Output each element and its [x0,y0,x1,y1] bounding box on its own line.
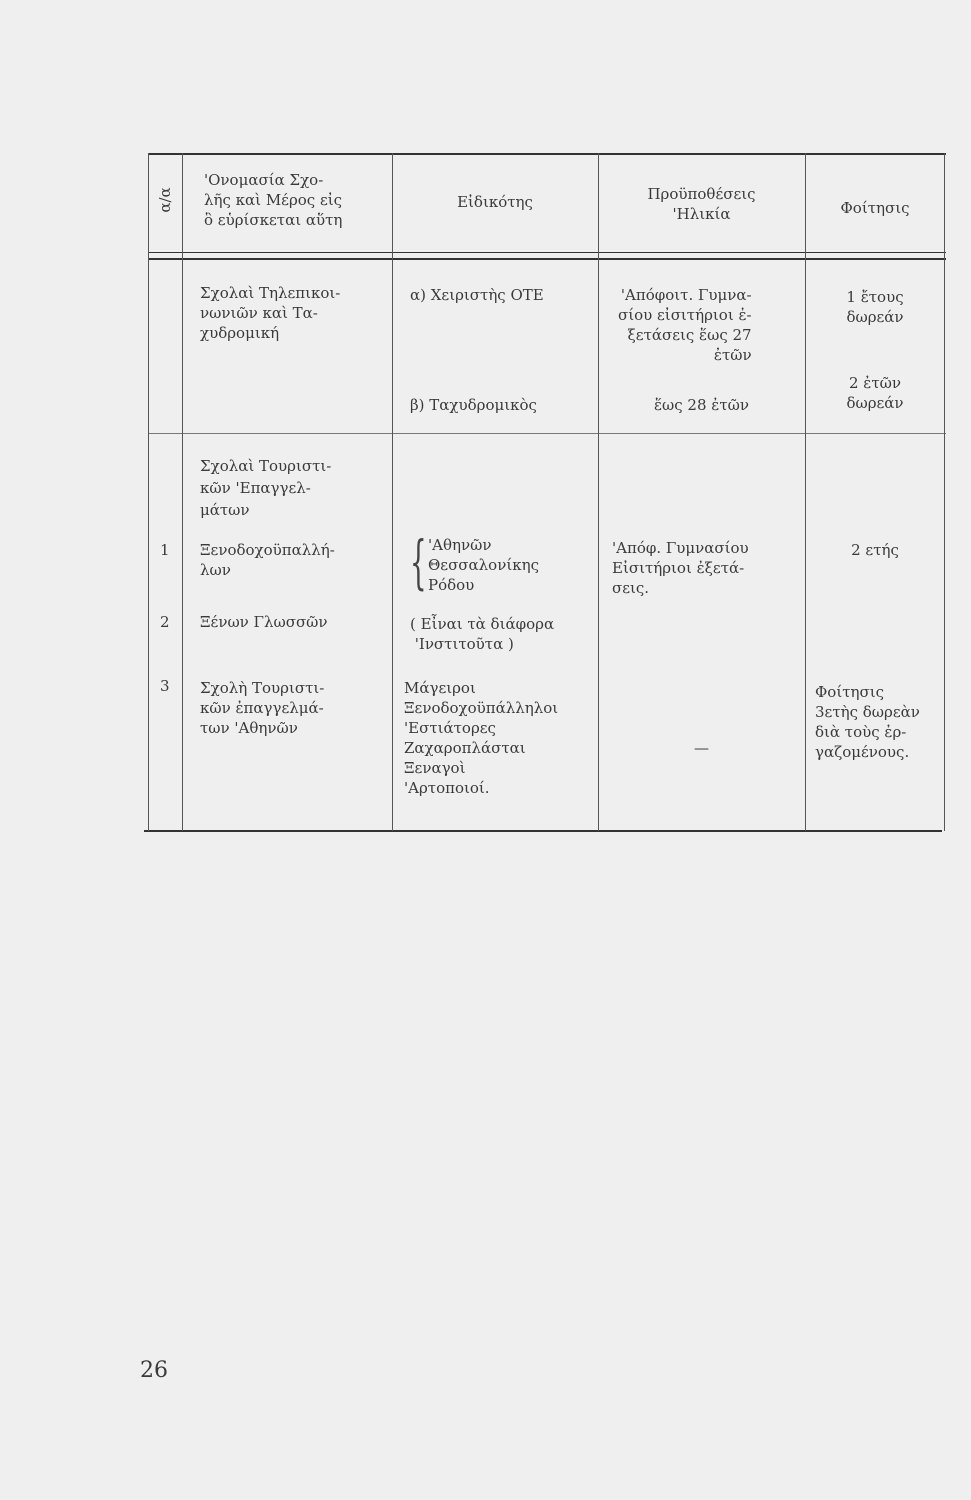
page-number: 26 [140,1358,168,1383]
row-index: 1 [160,541,170,559]
row-name: Ξενοδοχοϋπαλλή- λων [200,541,335,579]
row-specialty: 'Αθηνῶν Θεσσαλονίκης Ρόδου [428,536,539,594]
group1-req-a: 'Απόφοιτ. Γυμνα- σίου εἰσιτήριοι ἐ- ξετά… [618,286,752,364]
rule-row [148,433,946,434]
group1-name: Σχολαὶ Τηλεπικοι- νωνιῶν καὶ Τα- χυδρομι… [200,284,341,342]
rule-bottom [144,830,942,832]
row-name: Ξένων Γλωσσῶν [200,613,328,631]
header-name: 'Ονομασία Σχο- λῆς καὶ Μέρος εἰς ὃ εὑρίσ… [204,171,343,229]
row-index: 3 [160,677,170,695]
brace-symbol: { [410,528,427,596]
row-specialty: Μάγειροι Ξενοδοχοϋπάλληλοι 'Εστιάτορες Ζ… [404,679,559,797]
column-line [944,153,945,831]
group1-spec-b: β) Ταχυδρομικὸς [410,396,537,414]
column-line [598,153,599,831]
rule-header [148,258,946,260]
rule-header [148,252,946,253]
row-name: Σχολὴ Τουριστι- κῶν ἐπαγγελμά- των 'Αθην… [200,679,325,737]
group2-name: Σχολαὶ Τουριστι- κῶν 'Επαγγελ- μάτων [200,457,332,519]
header-attendance: Φοίτησις [840,199,910,217]
header-requirements: Προϋποθέσεις 'Ηλικία [647,185,756,223]
group1-att-a: 1 ἔτους δωρεάν [846,288,904,326]
row-index: 2 [160,613,170,631]
row-attendance: Φοίτησις 3ετὴς δωρεὰν διὰ τοὺς ἐρ- γαζομ… [815,683,920,761]
group1-req-b: ἕως 28 ἐτῶν [653,396,749,414]
row-specialty: ( Εἶναι τὰ διάφορα 'Ινστιτοῦτα ) [410,615,555,653]
header-specialty: Εἰδικότης [457,193,533,211]
group1-spec-a: α) Χειριστὴς ΟΤΕ [410,286,544,304]
header-index: α/α [156,187,174,213]
column-line [182,153,183,831]
group1-att-b: 2 ἐτῶν δωρεάν [846,374,904,412]
column-line [392,153,393,831]
column-line [805,153,806,831]
rule-top [148,153,946,155]
row-requirements: — [694,739,709,757]
row-attendance: 2 ετής [851,541,899,559]
row-requirements: 'Απόφ. Γυμνασίου Εἰσιτήριοι ἐξετά- σεις. [612,539,749,597]
column-line [148,153,149,831]
